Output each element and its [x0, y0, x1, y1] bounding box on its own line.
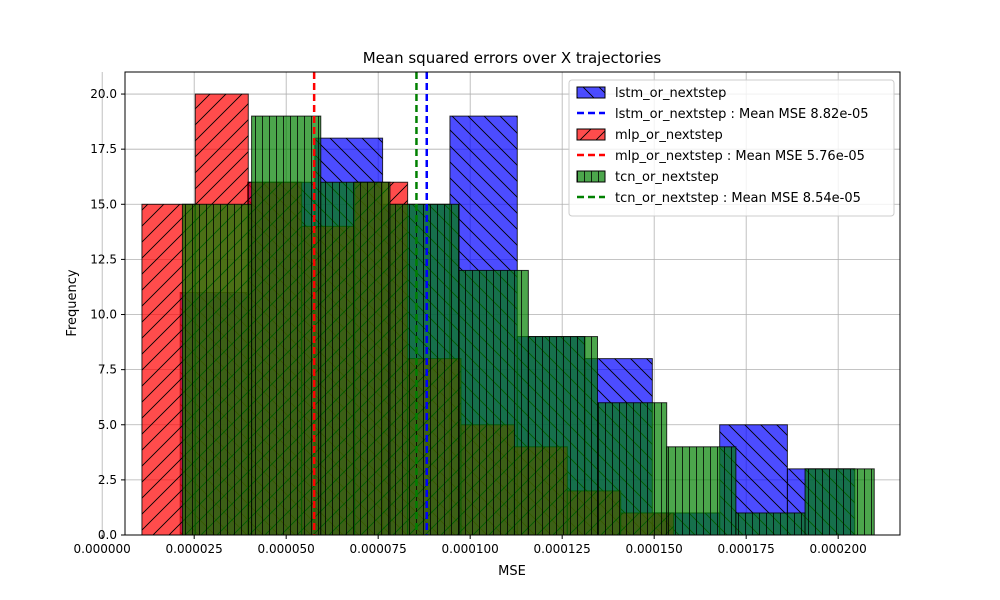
legend-label-2: mlp_or_nextstep	[615, 128, 723, 143]
histogram-bars	[141, 93, 875, 535]
legend-label-1: lstm_or_nextstep : Mean MSE 8.82e-05	[615, 107, 869, 122]
bar-hatch-tcn_or_nextstep-2	[320, 181, 391, 535]
bar-hatch-tcn_or_nextstep-6	[597, 402, 668, 535]
y-tick-label-0: 0.0	[98, 528, 117, 542]
y-tick-label-5: 12.5	[90, 252, 117, 266]
y-tick-label-6: 15.0	[90, 197, 117, 211]
legend: lstm_or_nextstep lstm_or_nextstep : Mean …	[568, 79, 895, 217]
legend-box	[568, 79, 895, 217]
x-tick-label-8: 0.000200	[810, 542, 867, 556]
bar-hatch-tcn_or_nextstep-7	[666, 446, 737, 535]
x-tick-label-1: 0.000025	[166, 542, 223, 556]
y-axis-label: Frequency	[65, 269, 80, 336]
legend-label-4: tcn_or_nextstep	[615, 170, 719, 185]
y-tick-label-4: 10.0	[90, 308, 117, 322]
x-axis-label: MSE	[498, 564, 526, 579]
bar-hatch-tcn_or_nextstep-4	[458, 269, 529, 535]
x-tick-label-3: 0.000075	[350, 542, 407, 556]
x-axis-ticks: 0.000000 0.000025 0.000050 0.000075 0.000100…	[74, 535, 867, 556]
bar-hatch-tcn_or_nextstep-3	[389, 203, 460, 535]
x-tick-label-4: 0.000100	[442, 542, 499, 556]
x-tick-label-2: 0.000050	[258, 542, 315, 556]
x-tick-label-6: 0.000150	[626, 542, 683, 556]
y-tick-label-2: 5.0	[98, 418, 117, 432]
legend-label-3: mlp_or_nextstep : Mean MSE 5.76e-05	[615, 149, 865, 164]
bar-hatch-tcn_or_nextstep-9	[804, 468, 875, 535]
legend-patch-hatch-tcn_or_nextstep	[576, 170, 606, 183]
bar-hatch-tcn_or_nextstep-1	[251, 115, 322, 535]
y-axis-ticks: 0.0 2.5 5.0 7.5 10.0 12.5 15.0 17.5 20.0	[90, 87, 125, 542]
legend-label-5: tcn_or_nextstep : Mean MSE 8.54e-05	[615, 191, 861, 206]
legend-patch-hatch-mlp_or_nextstep	[576, 128, 606, 141]
series-tcn_or_nextstep	[181, 115, 875, 535]
x-tick-label-7: 0.000175	[718, 542, 775, 556]
legend-label-0: lstm_or_nextstep	[615, 86, 726, 101]
y-tick-label-1: 2.5	[98, 473, 117, 487]
bar-hatch-tcn_or_nextstep-8	[735, 512, 806, 535]
y-tick-label-3: 7.5	[98, 363, 117, 377]
plot-frame	[124, 71, 901, 536]
y-tick-label-7: 17.5	[90, 142, 117, 156]
mean-lines	[312, 72, 429, 535]
legend-patch-hatch-lstm_or_nextstep	[576, 86, 606, 99]
bar-hatch-tcn_or_nextstep-0	[181, 203, 253, 535]
x-tick-label-0: 0.000000	[74, 542, 131, 556]
y-tick-label-8: 20.0	[90, 87, 117, 101]
x-tick-label-5: 0.000125	[534, 542, 591, 556]
chart-title: Mean squared errors over X trajectories	[363, 49, 662, 67]
bar-hatch-tcn_or_nextstep-5	[527, 336, 599, 535]
